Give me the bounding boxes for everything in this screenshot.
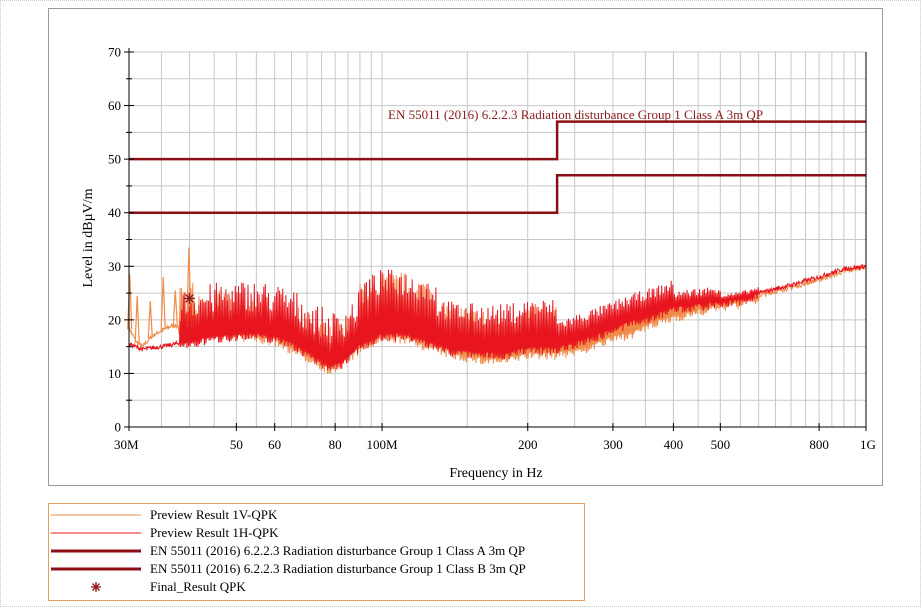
y-tick-label: 10 bbox=[108, 366, 121, 381]
legend-label-final: Final_Result QPK bbox=[150, 579, 246, 594]
x-tick-label: 500 bbox=[711, 437, 731, 452]
x-tick-label: 800 bbox=[809, 437, 829, 452]
y-tick-label: 40 bbox=[108, 205, 121, 220]
legend-label-class-b: EN 55011 (2016) 6.2.2.3 Radiation distur… bbox=[150, 561, 526, 576]
plot-frame bbox=[48, 8, 883, 486]
x-tick-label: 100M bbox=[367, 437, 399, 452]
legend-swatch-class-b bbox=[51, 567, 141, 571]
series-1v-peak bbox=[134, 295, 140, 343]
legend-item-1h: Preview Result 1H-QPK bbox=[49, 525, 584, 541]
series-1v-peak bbox=[127, 274, 133, 330]
legend-label-1v: Preview Result 1V-QPK bbox=[150, 507, 278, 522]
y-tick-label: 70 bbox=[108, 45, 121, 60]
legend-item-class-b: EN 55011 (2016) 6.2.2.3 Radiation distur… bbox=[49, 561, 584, 577]
x-tick-label: 80 bbox=[329, 437, 342, 452]
y-tick-label: 20 bbox=[108, 312, 121, 327]
y-tick-label: 50 bbox=[108, 152, 121, 167]
legend-swatch-1h bbox=[51, 532, 141, 534]
x-tick-label: 60 bbox=[268, 437, 281, 452]
series-1v-peak bbox=[160, 276, 166, 330]
legend-swatch-class-a bbox=[51, 549, 141, 553]
emc-chart: 0 10 20 30 40 50 60 70 30M 50 60 80 100M 200 300 400 500… bbox=[81, 45, 876, 482]
series-1v-peak bbox=[147, 301, 153, 339]
legend-label-class-a: EN 55011 (2016) 6.2.2.3 Radiation distur… bbox=[150, 543, 526, 558]
legend-item-1v: Preview Result 1V-QPK bbox=[49, 507, 584, 523]
x-tick-label: 300 bbox=[603, 437, 623, 452]
legend-swatch-1v bbox=[51, 514, 141, 516]
axis-layer: 0 10 20 30 40 50 60 70 30M 50 60 80 100M 200 300 400 500… bbox=[108, 45, 876, 453]
y-tick-label: 0 bbox=[115, 420, 122, 435]
x-tick-label: 200 bbox=[518, 437, 538, 452]
x-axis-label: Frequency in Hz bbox=[449, 466, 542, 481]
y-tick-label: 30 bbox=[108, 259, 121, 274]
series-1v-peak bbox=[172, 290, 178, 326]
x-tick-label: 400 bbox=[664, 437, 684, 452]
x-tick-label: 1G bbox=[860, 437, 876, 452]
x-tick-label: 30M bbox=[114, 437, 139, 452]
y-axis-label: Level in dBµV/m bbox=[81, 188, 96, 287]
legend: Preview Result 1V-QPK Preview Result 1H-… bbox=[48, 503, 585, 601]
series-1h-line bbox=[128, 263, 867, 371]
x-tick-label: 50 bbox=[230, 437, 243, 452]
limit-line-class-b bbox=[129, 173, 866, 214]
limit-line-class-a bbox=[129, 120, 866, 161]
legend-label-1h: Preview Result 1H-QPK bbox=[150, 525, 279, 540]
limit-annotation: EN 55011 (2016) 6.2.2.3 Radiation distur… bbox=[388, 107, 763, 122]
y-tick-label: 60 bbox=[108, 98, 121, 113]
legend-item-final: Final_Result QPK bbox=[49, 579, 584, 595]
legend-item-class-a: EN 55011 (2016) 6.2.2.3 Radiation distur… bbox=[49, 543, 584, 559]
series-layer bbox=[127, 120, 867, 375]
legend-swatch-final bbox=[91, 582, 101, 592]
final-result-marker bbox=[183, 292, 195, 304]
